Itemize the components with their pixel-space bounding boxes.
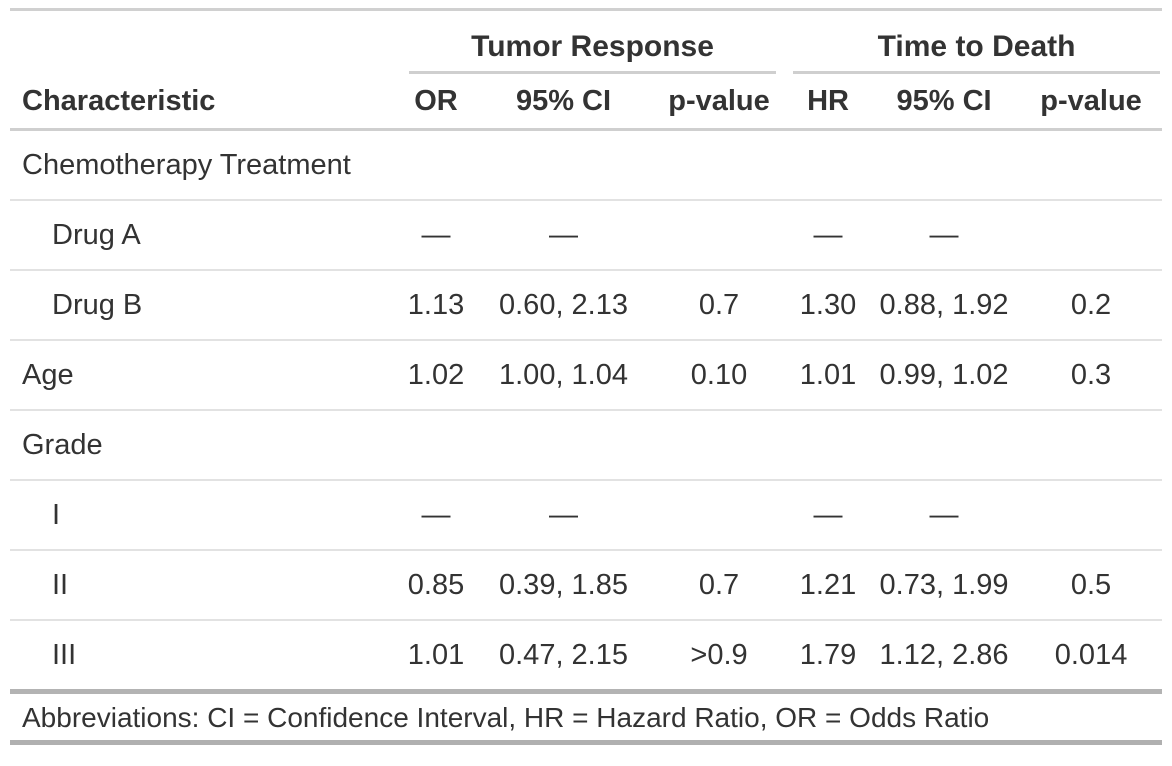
row-cell [868,409,1021,480]
row-cell: 1.01 [788,339,869,410]
row-cell: >0.9 [650,619,789,692]
row-cell: 0.7 [650,549,789,620]
row-cell: 1.13 [395,269,477,340]
row-label: Chemotherapy Treatment [22,149,351,181]
table-row: I — — — — [10,479,1163,550]
row-label: II [10,549,395,620]
table-row: III 1.01 0.47, 2.15 >0.9 1.79 1.12, 2.86… [10,619,1163,692]
row-cell [650,409,789,480]
table-row: Drug B 1.13 0.60, 2.13 0.7 1.30 0.88, 1.… [10,269,1163,340]
spanner-time-to-death: Time to Death [788,10,1162,74]
summary-table-container: Tumor Response Time to Death Characteris… [10,8,1163,745]
column-header-row: Characteristic OR 95% CI p-value HR 95% … [10,74,1163,131]
row-cell: 0.73, 1.99 [868,549,1021,620]
row-cell: — [868,479,1021,550]
row-cell: 0.47, 2.15 [477,619,650,692]
column-header-pvalue-2: p-value [1020,74,1163,131]
row-cell: 1.21 [788,549,869,620]
row-cell [650,199,789,270]
row-cell: — [788,479,869,550]
row-cell: — [395,199,477,270]
row-cell [1020,199,1163,270]
regression-summary-table: Tumor Response Time to Death Characteris… [10,8,1163,745]
spanner-tumor-response: Tumor Response [395,10,788,74]
row-cell: 0.88, 1.92 [868,269,1021,340]
row-cell [650,479,789,550]
row-cell [1020,130,1162,201]
table-footer: Abbreviations: CI = Confidence Interval,… [10,689,1163,743]
row-cell: 0.014 [1020,619,1163,692]
row-cell: — [868,199,1021,270]
spanner-row: Tumor Response Time to Death [10,10,1162,75]
row-label: I [10,479,395,550]
table-header: Tumor Response Time to Death Characteris… [10,10,1163,131]
column-header-pvalue-1: p-value [650,74,789,131]
table-row: Drug A — — — — [10,199,1163,270]
table-row: II 0.85 0.39, 1.85 0.7 1.21 0.73, 1.99 0… [10,549,1163,620]
row-cell: 0.60, 2.13 [477,269,650,340]
column-header-or: OR [395,74,477,131]
row-cell: 0.99, 1.02 [868,339,1021,410]
row-cell [477,409,650,480]
row-label: Age [10,339,395,410]
row-cell: 0.7 [650,269,789,340]
row-cell: 1.00, 1.04 [477,339,650,410]
spanner-time-to-death-label: Time to Death [793,11,1161,74]
row-label: III [10,619,395,692]
row-cell: — [788,199,869,270]
row-cell: 0.2 [1020,269,1163,340]
row-cell: 0.39, 1.85 [477,549,650,620]
row-cell: 1.01 [395,619,477,692]
row-cell: — [477,479,650,550]
abbreviations-footnote: Abbreviations: CI = Confidence Interval,… [10,689,1163,743]
table-row: Chemotherapy Treatment [10,130,1162,201]
row-cell [1020,409,1163,480]
column-header-hr: HR [788,74,869,131]
footnote-row: Abbreviations: CI = Confidence Interval,… [10,689,1163,743]
column-header-characteristic: Characteristic [10,74,395,131]
row-cell [395,409,477,480]
table-body: Chemotherapy Treatment Drug A — — — — Dr… [10,130,1163,692]
row-cell [788,130,868,201]
row-cell: 1.30 [788,269,869,340]
row-cell [788,409,869,480]
row-cell: 0.10 [650,339,789,410]
row-cell [868,130,1020,201]
row-cell [1020,479,1163,550]
column-header-ci-2: 95% CI [868,74,1021,131]
table-row: Grade [10,409,1163,480]
row-cell: 0.3 [1020,339,1163,410]
row-cell: — [395,479,477,550]
row-label: Drug B [10,269,395,340]
row-cell: — [477,199,650,270]
row-cell: 0.85 [395,549,477,620]
row-cell: 1.02 [395,339,477,410]
page: { "colors": { "background": "#ffffff", "… [0,8,1172,766]
row-cell: 1.79 [788,619,869,692]
row-cell [650,130,788,201]
column-header-ci-1: 95% CI [477,74,650,131]
spanner-tumor-response-label: Tumor Response [409,11,777,74]
spanner-empty-cell [10,10,395,75]
row-cell: 1.12, 2.86 [868,619,1021,692]
row-cell [477,130,650,201]
row-label: Grade [10,409,395,480]
row-label: Drug A [10,199,395,270]
table-row: Age 1.02 1.00, 1.04 0.10 1.01 0.99, 1.02… [10,339,1163,410]
row-cell [395,130,477,201]
row-cell: 0.5 [1020,549,1163,620]
